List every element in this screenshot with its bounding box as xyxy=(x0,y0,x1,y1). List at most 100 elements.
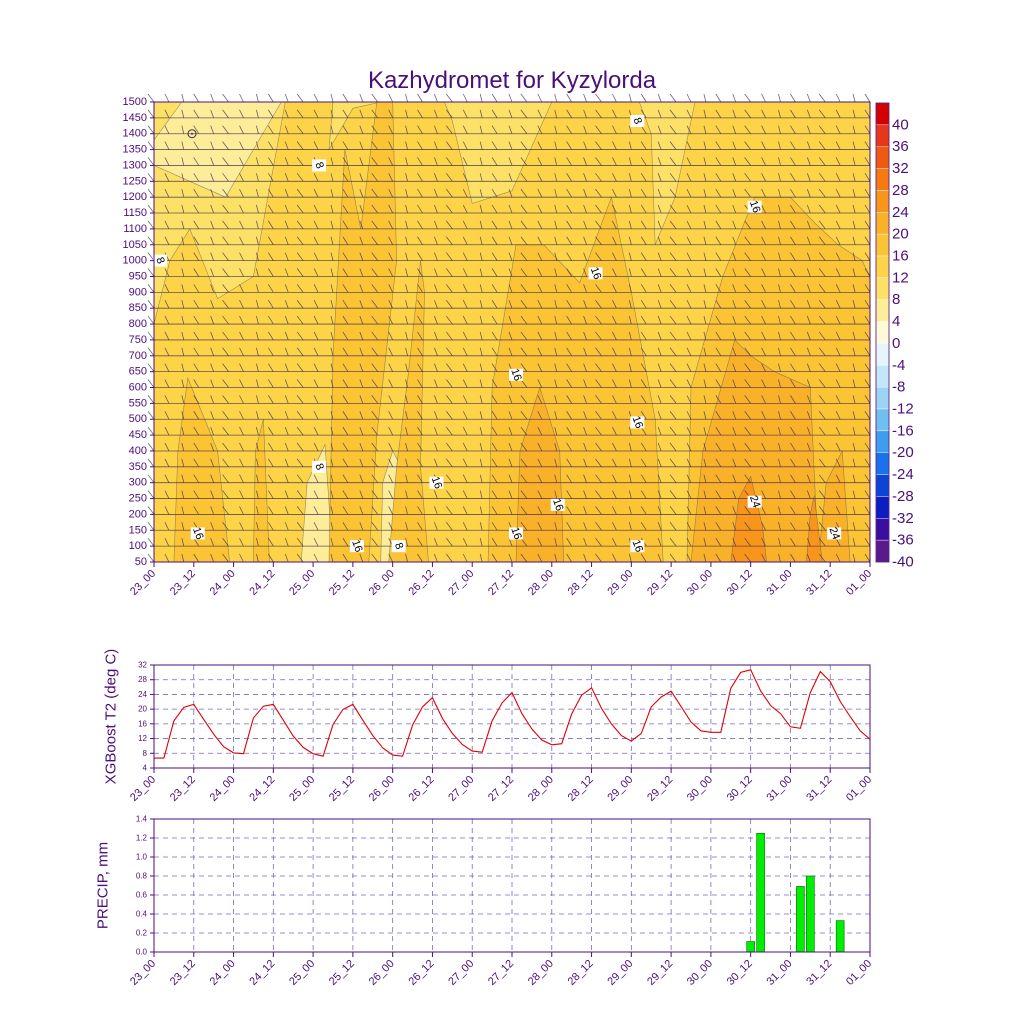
wind-barb xyxy=(612,252,617,261)
wind-barb xyxy=(479,458,483,467)
wind-barb xyxy=(296,299,304,309)
wind-barb xyxy=(434,522,438,531)
t2-xtick-label: 23_00 xyxy=(128,774,158,804)
wind-barb xyxy=(210,300,215,309)
wind-barb xyxy=(193,331,200,341)
contour-label: 16 xyxy=(550,497,565,513)
precip-bar xyxy=(835,920,845,953)
wind-barb xyxy=(835,506,841,515)
wind-barb xyxy=(164,553,170,563)
wind-barb xyxy=(342,553,349,563)
colorbar-label: -24 xyxy=(892,466,914,483)
wind-barb xyxy=(537,157,543,166)
cross-section-ytick-label: 1350 xyxy=(123,144,147,156)
wind-barb xyxy=(852,157,856,166)
wind-barb xyxy=(566,93,573,103)
wind-barb xyxy=(852,331,856,341)
wind-barb xyxy=(806,553,811,563)
wind-barb xyxy=(566,506,573,515)
wind-barb xyxy=(284,363,289,372)
wind-barb xyxy=(583,157,587,166)
wind-barb xyxy=(669,157,677,166)
wind-barb xyxy=(491,458,498,468)
wind-barb xyxy=(778,331,781,341)
wind-barb xyxy=(239,173,244,182)
wind-barb xyxy=(520,506,528,515)
wind-barb xyxy=(806,300,811,309)
wind-barb xyxy=(778,109,781,118)
wind-barb xyxy=(210,157,215,166)
wind-barb xyxy=(806,284,811,293)
wind-barb xyxy=(778,411,781,420)
wind-barb xyxy=(164,506,170,515)
wind-barb xyxy=(313,236,319,245)
wind-barb xyxy=(657,252,662,261)
wind-barb xyxy=(778,125,781,134)
wind-barb xyxy=(715,506,722,515)
wind-barb xyxy=(715,252,722,261)
wind-barb xyxy=(686,315,692,325)
wind-barb xyxy=(330,189,334,198)
wind-barb xyxy=(761,553,766,563)
wind-barb xyxy=(342,109,349,119)
wind-barb xyxy=(744,315,751,325)
wind-barb xyxy=(554,93,558,103)
cross-section-ytick-label: 500 xyxy=(129,413,147,425)
wind-barb xyxy=(790,411,796,420)
wind-barb xyxy=(744,157,751,166)
wind-barb xyxy=(417,490,423,499)
wind-barb xyxy=(388,284,394,293)
wind-barb xyxy=(554,427,558,436)
cross-section-ytick-label: 1300 xyxy=(123,159,147,171)
wind-barb xyxy=(462,109,468,119)
wind-barb xyxy=(181,125,185,134)
wind-barb xyxy=(778,236,781,245)
wind-barb xyxy=(508,426,513,436)
wind-barb xyxy=(342,474,349,483)
wind-barb xyxy=(210,236,215,245)
wind-barb xyxy=(479,315,483,325)
wind-barb xyxy=(330,506,334,515)
wind-barb xyxy=(193,537,200,547)
wind-barb xyxy=(359,490,364,499)
wind-barb xyxy=(267,426,274,436)
wind-barb xyxy=(612,553,617,563)
wind-barb xyxy=(479,236,483,245)
wind-barb xyxy=(852,490,856,499)
wind-barb xyxy=(462,553,468,563)
wind-barb xyxy=(147,379,155,388)
wind-barb xyxy=(508,315,513,325)
wind-barb xyxy=(446,125,453,134)
wind-barb xyxy=(640,125,647,134)
wind-barb xyxy=(806,173,811,182)
wind-barb xyxy=(818,125,826,134)
wind-barb xyxy=(818,458,826,468)
cross-section-ytick-label: 1450 xyxy=(123,112,147,124)
wind-barb xyxy=(296,426,304,436)
wind-barb xyxy=(554,490,558,499)
wind-barb xyxy=(778,252,781,261)
cross-section-ytick-label: 1400 xyxy=(123,128,147,140)
wind-barb xyxy=(520,220,528,230)
wind-barb xyxy=(446,204,453,214)
wind-barb xyxy=(761,188,766,198)
wind-barb xyxy=(313,522,319,531)
wind-barb xyxy=(835,331,841,341)
colorbar-swatch xyxy=(875,496,890,519)
wind-barb xyxy=(296,284,304,293)
wind-barb xyxy=(852,109,856,118)
wind-barb xyxy=(284,474,289,483)
wind-barb xyxy=(405,331,408,341)
contour-label: 16 xyxy=(747,199,762,215)
wind-barb xyxy=(446,109,453,119)
wind-barb xyxy=(628,125,632,134)
wind-barb xyxy=(761,268,766,277)
wind-barb xyxy=(818,379,826,388)
wind-barb xyxy=(715,236,722,245)
wind-barb xyxy=(686,442,692,452)
wind-barb xyxy=(371,204,379,214)
wind-barb xyxy=(669,188,677,198)
wind-barb xyxy=(778,474,781,483)
wind-barb xyxy=(761,284,766,293)
wind-barb xyxy=(554,379,558,388)
